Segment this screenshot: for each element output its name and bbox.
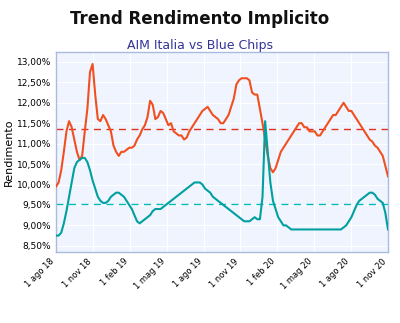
Text: AIM Italia vs Blue Chips: AIM Italia vs Blue Chips (127, 39, 273, 52)
Text: Trend Rendimento Implicito: Trend Rendimento Implicito (70, 10, 330, 28)
Legend: Aim Italia Investable, FTSE Mib: Aim Italia Investable, FTSE Mib (108, 320, 336, 323)
Y-axis label: Rendimento: Rendimento (4, 118, 14, 185)
